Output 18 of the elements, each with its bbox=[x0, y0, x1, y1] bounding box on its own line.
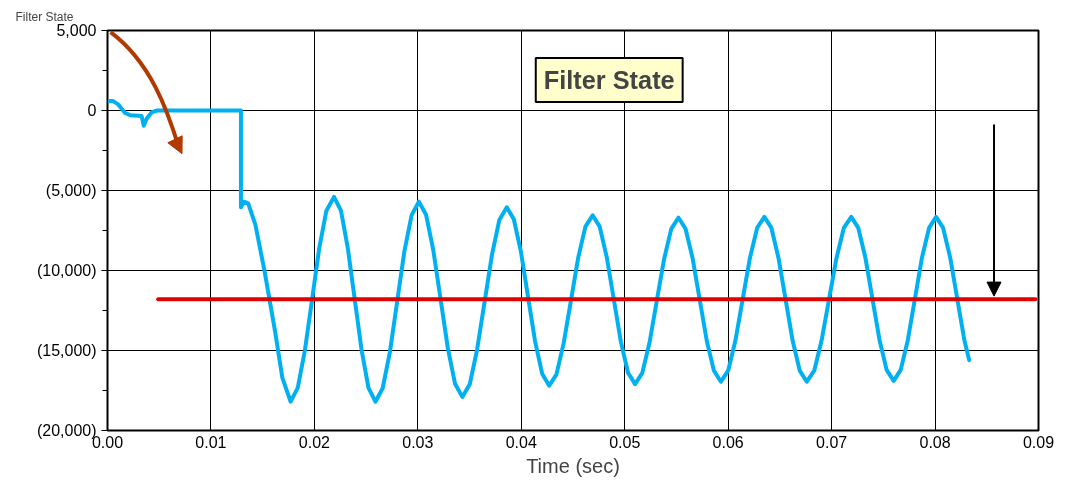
y-axis-title: Filter State bbox=[15, 9, 74, 24]
text: Filter State bbox=[543, 66, 675, 95]
y-tick-label: (15,000) bbox=[36, 342, 97, 359]
y-tick-label: 5,000 bbox=[56, 22, 97, 39]
x-tick-label: 0.04 bbox=[505, 433, 537, 451]
y-tick-label: (10,000) bbox=[36, 262, 97, 279]
x-tick-label: 0.03 bbox=[402, 433, 434, 451]
x-tick-label: 0.09 bbox=[1022, 433, 1055, 451]
x-tick-label: 0.07 bbox=[816, 433, 848, 451]
x-tick-label: 0.05 bbox=[609, 433, 641, 451]
x-tick-label: 0.06 bbox=[712, 433, 744, 451]
x-axis-title: Time (sec) bbox=[526, 454, 620, 477]
y-tick-label: (5,000) bbox=[45, 182, 97, 199]
x-tick-label: 0.01 bbox=[195, 433, 227, 451]
x-tick-label: 0.02 bbox=[298, 433, 331, 451]
x-tick-label: 0.08 bbox=[919, 433, 951, 451]
line-series bbox=[107, 98, 972, 404]
y-tick-label: 0 bbox=[87, 102, 97, 119]
